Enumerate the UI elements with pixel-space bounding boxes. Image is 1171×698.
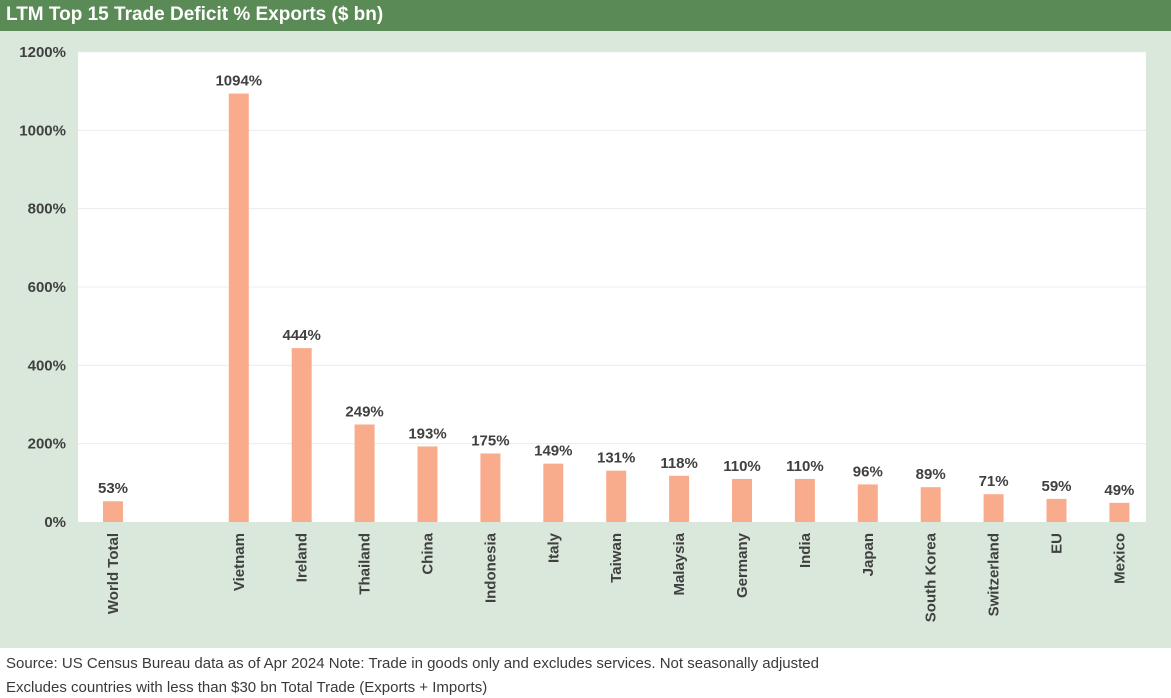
gridlines (78, 51, 1146, 445)
y-tick-label: 800% (28, 201, 66, 218)
x-tick-label-indonesia: Indonesia (482, 532, 499, 603)
x-tick-label-ireland: Ireland (294, 533, 311, 582)
y-tick-label: 200% (28, 436, 66, 453)
x-tick-label-thailand: Thailand (357, 533, 374, 595)
data-label-eu: 59% (1041, 478, 1071, 495)
x-tick-label-china: China (420, 532, 437, 574)
data-label-indonesia: 175% (471, 432, 509, 449)
bar-japan (857, 484, 878, 522)
data-label-italy: 149% (534, 443, 572, 460)
y-tick-label: 600% (28, 279, 66, 296)
data-label-switzerland: 71% (979, 473, 1009, 490)
bar-china (417, 446, 438, 522)
data-label-taiwan: 131% (597, 450, 635, 467)
y-tick-label: 0% (44, 514, 66, 531)
bar-mexico (1109, 502, 1130, 522)
y-tick-label: 400% (28, 357, 66, 374)
y-axis-ticks: 0% 200% 400% 600% 800% 1000% 1200% (19, 44, 66, 531)
chart-title: LTM Top 15 Trade Deficit % Exports ($ bn… (6, 4, 384, 25)
x-tick-label-mexico: Mexico (1111, 533, 1128, 584)
bar-germany (732, 478, 752, 522)
bar-switzerland (983, 494, 1004, 522)
data-label-india: 110% (786, 458, 824, 475)
data-label-malaysia: 118% (660, 455, 698, 472)
bar-taiwan (606, 470, 627, 522)
data-label-south-korea: 89% (916, 466, 946, 483)
bar-chart: 0% 200% 400% 600% 800% 1000% 1200% 53% 1094% 444… (19, 44, 1146, 622)
bar-world-total (103, 501, 123, 522)
x-tick-label-south-korea: South Korea (923, 532, 940, 622)
x-tick-label-germany: Germany (734, 532, 751, 598)
bar-indonesia (480, 453, 501, 522)
x-tick-label-india: India (797, 532, 814, 568)
data-label-world-total: 53% (98, 480, 128, 497)
x-axis-ticks: World Total Vietnam Ireland Thailand China In… (105, 532, 1128, 622)
chart-panel: 0% 200% 400% 600% 800% 1000% 1200% 53% 1094% 444… (0, 31, 1171, 648)
x-tick-label-world-total: World Total (105, 533, 122, 614)
title-bar: LTM Top 15 Trade Deficit % Exports ($ bn… (0, 0, 1171, 31)
bar-ireland (291, 348, 312, 522)
data-label-thailand: 249% (345, 403, 383, 420)
x-tick-label-vietnam: Vietnam (231, 533, 248, 591)
data-label-mexico: 49% (1104, 482, 1134, 499)
x-tick-label-switzerland: Switzerland (986, 533, 1003, 616)
bars (103, 93, 1130, 522)
bar-italy (543, 463, 564, 522)
x-tick-label-japan: Japan (860, 533, 877, 576)
data-label-germany: 110% (723, 458, 761, 475)
data-labels: 53% 1094% 444% 249% 193% 175% 149% 131% 118% 110%… (98, 73, 1134, 499)
data-label-vietnam: 1094% (215, 73, 262, 90)
bar-vietnam (228, 93, 249, 522)
bar-eu (1046, 498, 1067, 522)
data-label-china: 193% (408, 425, 446, 442)
exclusion-note: Excludes countries with less than $30 bn… (6, 679, 488, 696)
x-tick-label-eu: EU (1049, 533, 1066, 554)
bar-thailand (354, 424, 375, 522)
x-tick-label-italy: Italy (545, 532, 562, 563)
bar-india (794, 478, 815, 522)
bar-malaysia (669, 475, 690, 522)
y-tick-label: 1200% (19, 44, 66, 61)
x-tick-label-malaysia: Malaysia (671, 532, 688, 595)
source-note: Source: US Census Bureau data as of Apr … (6, 655, 819, 672)
y-tick-label: 1000% (19, 122, 66, 139)
data-label-ireland: 444% (283, 327, 321, 344)
data-label-japan: 96% (853, 463, 883, 480)
bar-south-korea (920, 487, 941, 522)
x-tick-label-taiwan: Taiwan (608, 533, 625, 583)
